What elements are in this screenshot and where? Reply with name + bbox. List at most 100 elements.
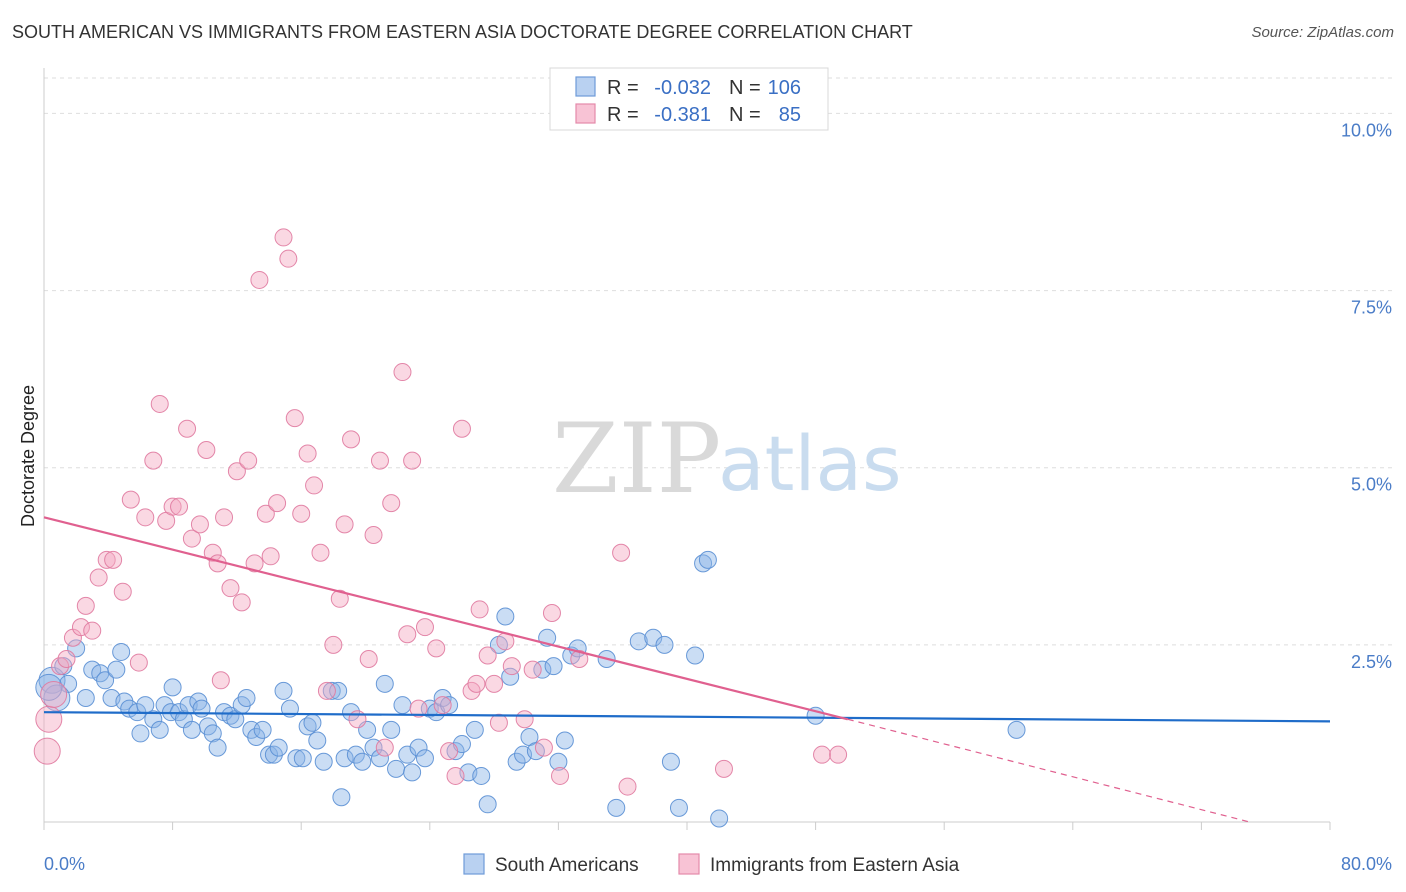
point-south-american-61 — [393, 696, 412, 715]
point-south-american-63 — [403, 763, 422, 782]
point-eastern-asia-84 — [467, 674, 486, 693]
point-eastern-asia-56 — [398, 625, 417, 644]
point-south-american-54 — [353, 752, 372, 771]
point-south-american-43 — [287, 749, 306, 768]
point-eastern-asia-77 — [570, 650, 589, 669]
legend-n-label-2: N = — [729, 104, 761, 126]
point-eastern-asia-59 — [415, 618, 434, 637]
point-south-american-97 — [694, 554, 713, 573]
point-eastern-asia-33 — [250, 270, 269, 289]
point-south-american-86 — [549, 752, 568, 771]
point-south-american-93 — [655, 635, 674, 654]
point-south-american-58 — [375, 674, 394, 693]
bottom-legend-label-pink[interactable]: Immigrants from Eastern Asia — [710, 855, 960, 876]
point-eastern-asia-43 — [311, 543, 330, 562]
point-eastern-asia-50 — [359, 650, 378, 669]
point-south-american-96 — [686, 646, 705, 665]
point-south-american-102 — [332, 788, 351, 807]
y-axis-label: Doctorate Degree — [18, 385, 38, 527]
bottom-legend-label-blue[interactable]: South Americans — [495, 855, 639, 876]
point-eastern-asia-10 — [97, 550, 116, 569]
point-south-american-47 — [308, 731, 327, 750]
point-south-american-91 — [629, 632, 648, 651]
point-eastern-asia-63 — [446, 766, 465, 785]
point-eastern-asia-64 — [452, 419, 471, 438]
point-eastern-asia-57 — [403, 451, 422, 470]
point-south-american-53 — [346, 745, 365, 764]
point-eastern-asia-62 — [440, 742, 459, 761]
point-eastern-asia-48 — [342, 430, 361, 449]
point-eastern-asia-39 — [285, 409, 304, 428]
y-tick-label-2: 7.5% — [1351, 298, 1392, 318]
point-eastern-asia-41 — [298, 444, 317, 463]
trend-lines — [43, 516, 1331, 823]
point-eastern-asia-52 — [370, 451, 389, 470]
point-eastern-asia-67 — [478, 646, 497, 665]
point-eastern-asia-24 — [197, 441, 216, 459]
point-eastern-asia-28 — [221, 579, 240, 598]
point-eastern-asia-81 — [813, 745, 832, 764]
correlation-legend: R = -0.032 N = 106 R = -0.381 N = 85 — [549, 67, 829, 131]
point-eastern-asia-30 — [232, 593, 251, 612]
point-eastern-asia-79 — [618, 777, 637, 796]
point-eastern-asia-42 — [305, 476, 324, 495]
point-south-american-59 — [382, 720, 401, 739]
point-south-american-16 — [144, 710, 163, 729]
point-eastern-asia-36 — [268, 494, 287, 513]
y-tick-labels: 2.5% 5.0% 7.5% 10.0% — [1341, 120, 1392, 671]
point-south-american-38 — [260, 745, 279, 764]
bottom-legend-swatch-pink[interactable] — [678, 853, 700, 875]
point-eastern-asia-22 — [182, 529, 201, 548]
point-south-american-74 — [472, 766, 491, 785]
point-eastern-asia-54 — [382, 494, 401, 513]
point-eastern-asia-76 — [551, 766, 570, 785]
legend-r-value-2: -0.381 — [654, 104, 711, 126]
point-eastern-asia-74 — [534, 738, 553, 757]
point-south-american-77 — [496, 607, 515, 626]
point-south-american-20 — [163, 678, 182, 697]
point-south-american-41 — [274, 681, 293, 700]
point-south-american-51 — [335, 749, 354, 768]
point-south-american-34 — [237, 689, 256, 707]
point-eastern-asia-44 — [317, 681, 336, 700]
legend-n-value-2: 85 — [779, 104, 801, 126]
legend-r-label-2: R = — [607, 104, 639, 126]
point-eastern-asia-73 — [523, 660, 542, 679]
y-tick-label-3: 10.0% — [1341, 120, 1392, 140]
point-eastern-asia-17 — [150, 394, 169, 413]
point-south-american-64 — [409, 738, 428, 757]
point-eastern-asia-69 — [489, 713, 508, 732]
point-eastern-asia-9 — [89, 568, 108, 587]
point-south-american-95 — [669, 798, 688, 817]
point-south-american-98 — [698, 550, 717, 569]
y-tick-label-0: 2.5% — [1351, 652, 1392, 672]
bottom-legend-swatch-blue[interactable] — [463, 853, 485, 875]
point-south-american-14 — [131, 724, 150, 743]
point-eastern-asia-29 — [227, 462, 246, 481]
point-south-american-28 — [203, 724, 222, 743]
point-south-american-85 — [544, 657, 563, 676]
legend-n-value-1: 106 — [768, 77, 801, 99]
point-south-american-105 — [76, 689, 95, 707]
trend-line-eastern-asia — [43, 516, 849, 721]
legend-n-label-1: N = — [729, 77, 761, 99]
point-eastern-asia-31 — [239, 451, 258, 470]
legend-swatch-pink — [575, 103, 596, 124]
watermark-zip: ZIP — [552, 403, 721, 515]
point-eastern-asia-6 — [71, 618, 90, 637]
point-eastern-asia-2 — [40, 680, 68, 708]
point-eastern-asia-83 — [211, 671, 230, 690]
point-eastern-asia-23 — [190, 515, 209, 534]
y-tick-label-1: 5.0% — [1351, 475, 1392, 495]
point-eastern-asia-53 — [375, 738, 394, 757]
point-eastern-asia-0 — [35, 705, 63, 733]
point-eastern-asia-45 — [324, 635, 343, 654]
watermark: ZIP atlas — [552, 403, 902, 515]
point-eastern-asia-4 — [57, 650, 76, 669]
point-south-american-99 — [710, 809, 729, 828]
point-eastern-asia-55 — [393, 363, 412, 382]
point-south-american-68 — [433, 689, 452, 707]
point-eastern-asia-61 — [433, 696, 452, 715]
point-south-american-8 — [107, 660, 126, 679]
point-eastern-asia-38 — [279, 249, 298, 268]
